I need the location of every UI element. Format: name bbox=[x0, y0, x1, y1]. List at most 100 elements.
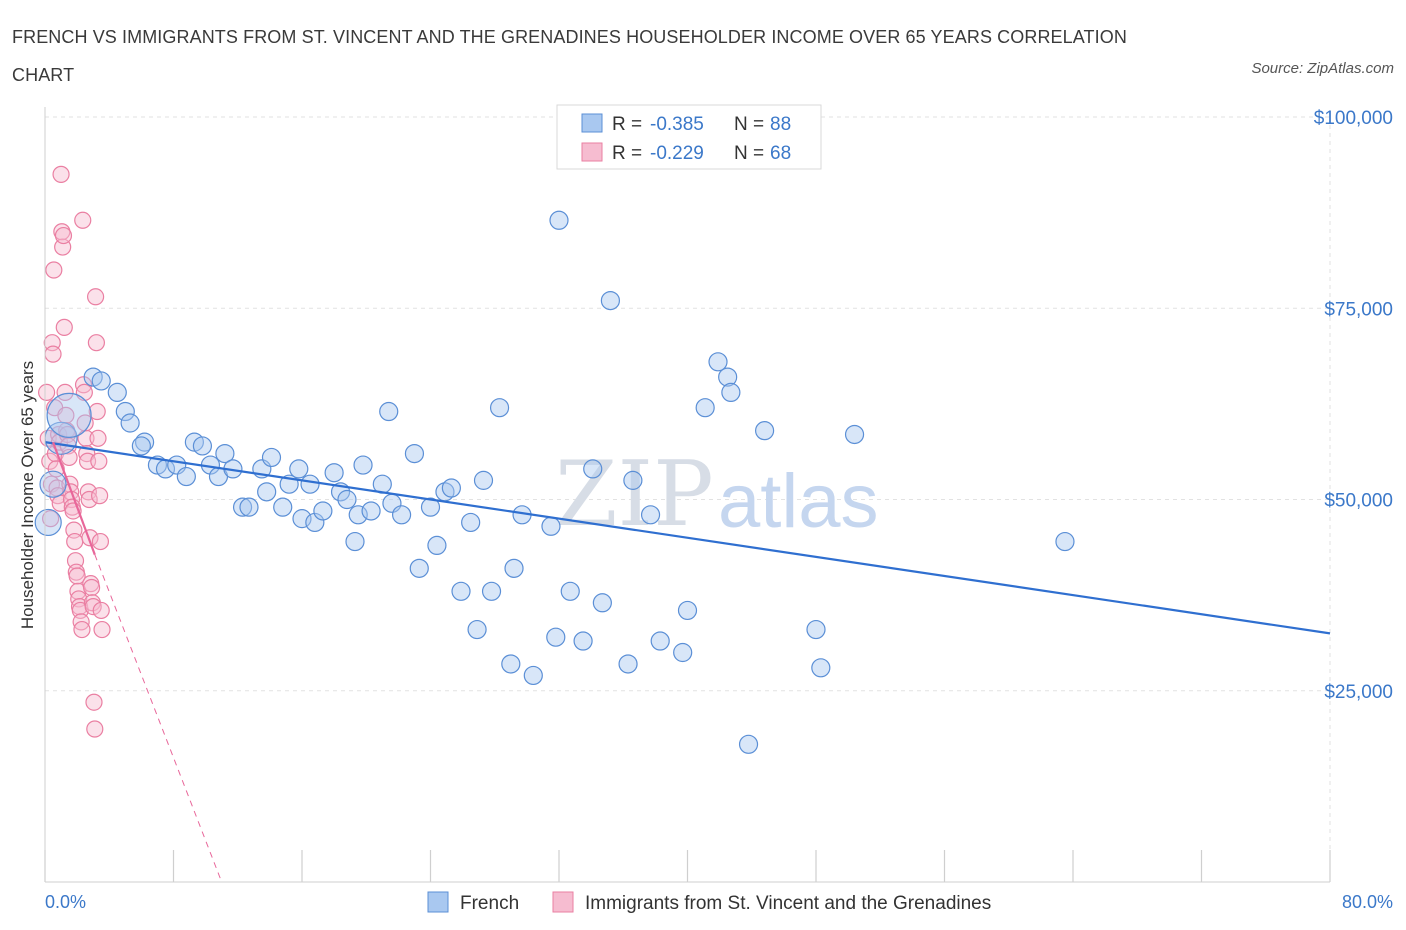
y-tick-label: $75,000 bbox=[1324, 299, 1393, 320]
legend-r-value-french: -0.385 bbox=[650, 114, 704, 135]
french-point bbox=[324, 463, 344, 483]
french-point bbox=[345, 531, 365, 552]
immigrants-point bbox=[56, 383, 74, 401]
legend-n-label-french: N = bbox=[734, 114, 764, 135]
french-point bbox=[39, 470, 67, 498]
french-point bbox=[379, 401, 399, 422]
immigrants-point bbox=[80, 490, 98, 509]
french-point bbox=[1055, 531, 1075, 552]
bottom-legend-label-french: French bbox=[460, 893, 519, 914]
bottom-legend: French Immigrants from St. Vincent and t… bbox=[427, 891, 991, 914]
french-point bbox=[409, 558, 429, 578]
french-point bbox=[573, 631, 593, 651]
immigrants-point bbox=[54, 226, 73, 245]
french-point bbox=[721, 382, 741, 402]
french-point bbox=[192, 436, 213, 456]
watermark-zip: ZIP bbox=[555, 442, 714, 547]
immigrants-point bbox=[92, 601, 110, 620]
french-point bbox=[232, 497, 253, 517]
french-point bbox=[481, 581, 502, 601]
french-point bbox=[115, 401, 135, 422]
series-immigrants-points bbox=[38, 165, 111, 738]
immigrants-point bbox=[45, 261, 63, 279]
immigrants-point bbox=[91, 487, 109, 505]
french-point bbox=[844, 424, 865, 445]
french-point bbox=[541, 516, 561, 536]
french-point bbox=[34, 508, 62, 537]
french-point bbox=[131, 436, 151, 456]
immigrants-point bbox=[93, 620, 111, 639]
french-point bbox=[623, 470, 643, 490]
french-point bbox=[738, 734, 759, 754]
source-label: Source: ZipAtlas.com bbox=[1251, 60, 1394, 77]
legend-swatch-immigrants bbox=[581, 142, 603, 162]
bottom-legend-label-immigrants: Immigrants from St. Vincent and the Gren… bbox=[585, 893, 991, 914]
y-axis-label: Householder Income Over 65 years bbox=[18, 361, 37, 629]
french-point bbox=[718, 367, 738, 387]
bottom-legend-swatch-immigrants bbox=[552, 891, 574, 913]
immigrants-point bbox=[90, 452, 108, 470]
french-point bbox=[441, 478, 461, 498]
french-point bbox=[292, 509, 312, 529]
french-point bbox=[618, 654, 638, 674]
trendline-immigrants bbox=[52, 441, 96, 555]
french-point bbox=[473, 470, 494, 490]
french-point bbox=[120, 413, 140, 433]
y-tick-label: $25,000 bbox=[1324, 682, 1393, 703]
immigrants-point bbox=[68, 567, 86, 585]
immigrants-point bbox=[82, 578, 101, 597]
axes: $25,000 $50,000 $75,000 $100,000 bbox=[44, 107, 1393, 883]
immigrants-point bbox=[38, 383, 56, 401]
immigrants-point bbox=[91, 532, 110, 551]
trendline-immigrants-extension bbox=[94, 554, 223, 883]
immigrants-point bbox=[73, 620, 91, 639]
french-point bbox=[337, 489, 357, 510]
legend-r-value-immigrants: -0.229 bbox=[650, 143, 704, 164]
french-point bbox=[695, 398, 715, 418]
french-point bbox=[261, 447, 282, 468]
french-point bbox=[592, 593, 612, 613]
legend-n-value-immigrants: 68 bbox=[770, 143, 791, 164]
french-point bbox=[504, 558, 524, 578]
french-point bbox=[391, 505, 412, 525]
trendlines bbox=[44, 441, 1331, 883]
french-point bbox=[239, 497, 259, 517]
french-point bbox=[677, 600, 698, 621]
french-point bbox=[91, 371, 111, 391]
immigrants-point bbox=[55, 318, 73, 336]
french-point bbox=[215, 444, 235, 464]
french-point bbox=[549, 210, 569, 230]
watermark-atlas: atlas bbox=[718, 459, 879, 544]
french-point bbox=[427, 535, 447, 556]
french-point bbox=[300, 474, 320, 494]
immigrants-point bbox=[74, 211, 92, 229]
french-point bbox=[650, 631, 670, 651]
immigrants-point bbox=[86, 288, 105, 306]
french-point bbox=[523, 665, 543, 686]
immigrants-point bbox=[84, 597, 102, 616]
french-point bbox=[451, 581, 471, 601]
french-point bbox=[46, 392, 92, 438]
french-point bbox=[673, 642, 693, 663]
legend: R = -0.385 N = 88 R = -0.229 N = 68 bbox=[556, 104, 822, 170]
french-point bbox=[305, 512, 325, 533]
immigrants-point bbox=[89, 429, 107, 447]
legend-n-label-immigrants: N = bbox=[734, 143, 764, 164]
french-point bbox=[754, 421, 775, 441]
legend-r-label-french: R = bbox=[612, 114, 642, 135]
french-point bbox=[257, 482, 277, 502]
x-tick-label-min: 0.0% bbox=[45, 892, 86, 912]
french-point bbox=[467, 619, 487, 640]
immigrants-point bbox=[86, 720, 104, 738]
french-point bbox=[348, 505, 368, 525]
french-point bbox=[489, 398, 510, 418]
french-point bbox=[501, 654, 521, 674]
french-point bbox=[404, 444, 425, 464]
immigrants-point bbox=[87, 334, 106, 352]
french-point bbox=[546, 627, 566, 647]
french-point bbox=[806, 619, 826, 640]
immigrants-point bbox=[44, 345, 62, 363]
french-point bbox=[273, 497, 293, 517]
french-point bbox=[420, 497, 441, 517]
